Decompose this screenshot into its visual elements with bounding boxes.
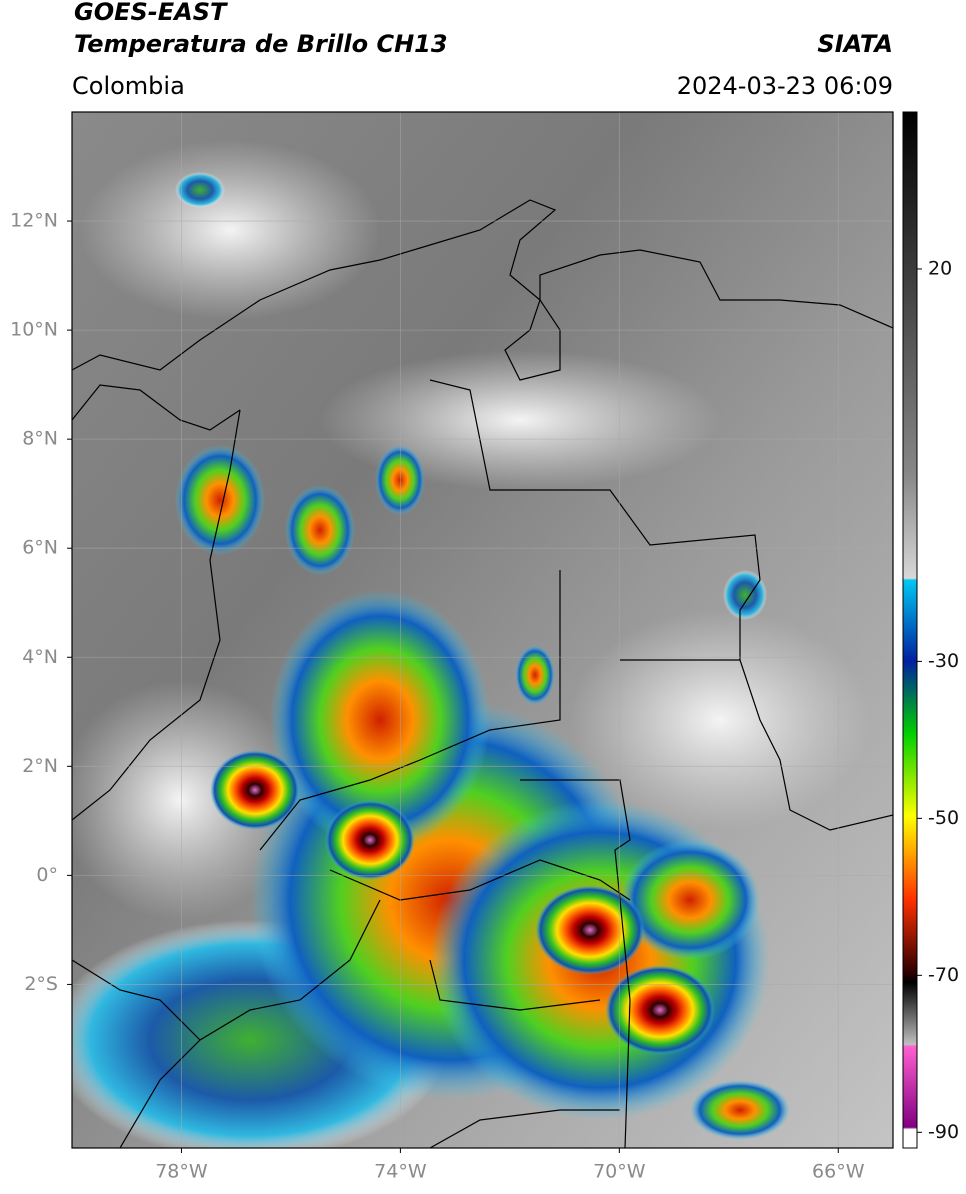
lon-tick-label: 74°W <box>374 1161 427 1183</box>
storm-core <box>535 885 645 975</box>
convection <box>515 645 555 705</box>
map-frame <box>71 111 894 1149</box>
convection <box>285 485 355 575</box>
convection <box>723 570 767 620</box>
source-label: SIATA <box>817 30 893 58</box>
storm-core <box>605 965 715 1055</box>
lat-tick-label: 10°N <box>10 319 58 341</box>
satellite-image <box>72 112 893 1148</box>
colorbar-tick-label: -30 <box>928 650 959 672</box>
colorbar <box>902 111 918 1149</box>
datetime-label: 2024-03-23 06:09 <box>677 72 893 100</box>
lat-tick-label: 2°S <box>24 973 58 995</box>
convection <box>270 590 490 850</box>
colorbar-tick-label: 20 <box>928 257 952 279</box>
lat-tick-label: 6°N <box>22 537 58 559</box>
convection <box>175 172 225 208</box>
lat-tick-label: 12°N <box>10 210 58 232</box>
graticule <box>72 112 893 1148</box>
colorbar-tick-label: -70 <box>928 964 959 986</box>
convection <box>690 1080 790 1140</box>
colorbar-tick-label: -90 <box>928 1121 959 1143</box>
lat-tick-label: 4°N <box>22 646 58 668</box>
cloud <box>72 680 300 920</box>
lat-tick-label: 2°N <box>22 755 58 777</box>
borders <box>72 199 893 1148</box>
lat-tick-label: 8°N <box>22 428 58 450</box>
convection <box>620 840 760 960</box>
cloud <box>80 140 380 320</box>
product-title: Temperatura de Brillo CH13 <box>74 30 448 58</box>
colorbar-tick-label: -50 <box>928 807 959 829</box>
storm-core <box>325 800 415 880</box>
convection <box>175 445 265 555</box>
cloud <box>570 610 870 830</box>
lon-tick-label: 66°W <box>812 1161 865 1183</box>
satellite-name: GOES-EAST <box>74 0 228 26</box>
region-label: Colombia <box>72 72 185 100</box>
lat-tick-label: 0° <box>36 864 58 886</box>
storm-core <box>210 750 300 830</box>
cloud <box>320 350 720 490</box>
lon-tick-label: 78°W <box>155 1161 208 1183</box>
lon-tick-label: 70°W <box>593 1161 646 1183</box>
